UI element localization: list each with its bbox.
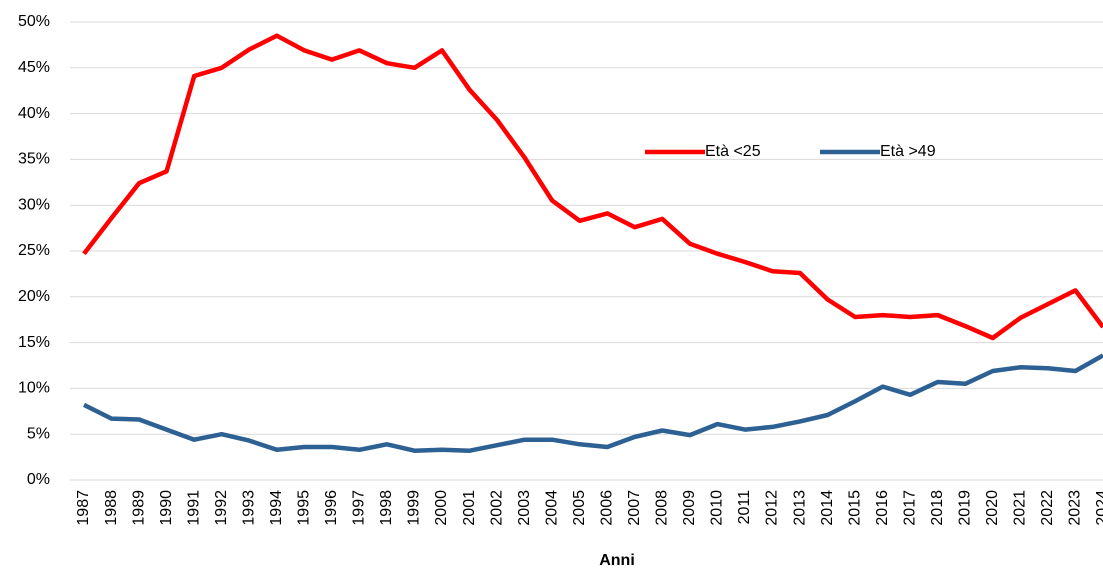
x-tick-label: 2012 — [764, 490, 781, 526]
x-tick-label: 2019 — [956, 490, 973, 526]
x-axis-label: Anni — [599, 552, 635, 569]
legend-label: Età <25 — [705, 143, 761, 160]
x-tick-label: 2002 — [488, 490, 505, 526]
x-tick-label: 2020 — [984, 490, 1001, 526]
x-tick-label: 2006 — [598, 490, 615, 526]
x-tick-label: 2009 — [681, 490, 698, 526]
y-tick-label: 45% — [18, 59, 50, 76]
x-tick-label: 2001 — [461, 490, 478, 526]
x-tick-label: 2000 — [433, 490, 450, 526]
x-tick-label: 1996 — [323, 490, 340, 526]
y-tick-label: 10% — [18, 380, 50, 397]
y-tick-label: 40% — [18, 105, 50, 122]
x-tick-label: 2004 — [543, 490, 560, 526]
x-tick-label: 2016 — [874, 490, 891, 526]
legend-item: Età <25 — [645, 143, 761, 160]
y-tick-label: 0% — [27, 471, 50, 488]
x-tick-label: 2008 — [654, 490, 671, 526]
x-tick-label: 1999 — [406, 490, 423, 526]
y-tick-label: 35% — [18, 151, 50, 168]
x-tick-label: 2007 — [626, 490, 643, 526]
y-tick-label: 20% — [18, 288, 50, 305]
y-tick-label: 15% — [18, 334, 50, 351]
series-line — [82, 353, 1103, 453]
x-tick-label: 1997 — [351, 490, 368, 526]
x-tick-label: 1989 — [130, 490, 147, 526]
x-tick-label: 2024 — [1094, 490, 1103, 526]
x-tick-label: 2017 — [901, 490, 918, 526]
x-tick-label: 1993 — [240, 490, 257, 526]
x-tick-label: 2011 — [736, 490, 753, 525]
x-tick-label: 1994 — [268, 490, 285, 526]
x-tick-label: 2015 — [846, 490, 863, 526]
x-tick-label: 2023 — [1067, 490, 1084, 526]
y-tick-label: 25% — [18, 242, 50, 259]
y-tick-label: 30% — [18, 196, 50, 213]
y-tick-label: 50% — [18, 13, 50, 30]
legend-label: Età >49 — [880, 143, 936, 160]
x-tick-label: 2005 — [571, 490, 588, 526]
legend-item: Età >49 — [820, 143, 936, 160]
x-tick-label: 2018 — [929, 490, 946, 526]
x-tick-label: 2022 — [1039, 490, 1056, 526]
x-tick-label: 1987 — [75, 490, 92, 526]
x-tick-label: 1991 — [185, 490, 202, 526]
x-tick-label: 1992 — [213, 490, 230, 526]
x-tick-label: 1990 — [158, 490, 175, 526]
x-tick-label: 1995 — [296, 490, 313, 526]
x-tick-label: 2014 — [819, 490, 836, 526]
x-tick-label: 2013 — [791, 490, 808, 526]
x-tick-label: 2021 — [1012, 490, 1029, 526]
x-tick-label: 2003 — [516, 490, 533, 526]
x-tick-label: 1998 — [378, 490, 395, 526]
y-tick-label: 5% — [27, 425, 50, 442]
series-line — [82, 33, 1103, 341]
x-tick-label: 2010 — [709, 490, 726, 526]
x-tick-label: 1988 — [103, 490, 120, 526]
